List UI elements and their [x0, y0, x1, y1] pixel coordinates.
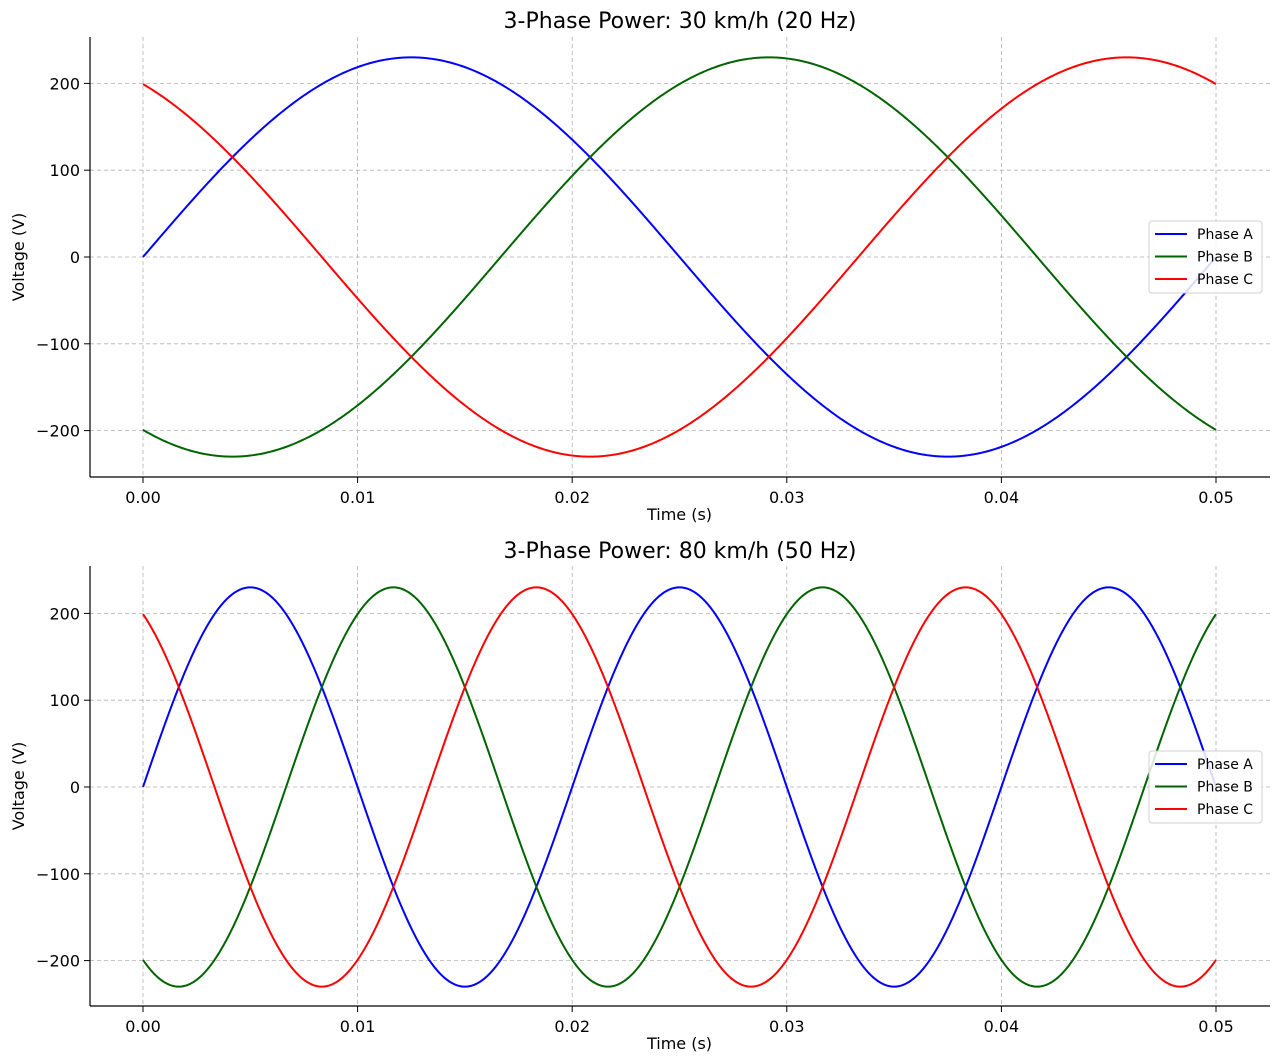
y-axis-label: Voltage (V) [9, 213, 28, 302]
x-axis-label: Time (s) [646, 1034, 712, 1053]
legend-label: Phase A [1197, 227, 1253, 243]
chart-2: 0.00 0.01 0.02 0.03 0.04 0.05 −200 −100 0 100 200 T… [9, 539, 1270, 1053]
series-line-phase-c [142, 56, 1217, 458]
x-tick-label: 0.04 [984, 488, 1020, 507]
x-tick-label: 0.01 [340, 488, 376, 507]
y-tick-label: 0 [70, 248, 80, 267]
y-tick-label: 0 [70, 778, 80, 797]
chart-1: 0.00 0.01 0.02 0.03 0.04 0.05 −200 −100 0 100 200 T… [9, 9, 1270, 524]
legend: Phase A Phase B Phase C [1148, 220, 1263, 294]
x-tick-label: 0.03 [769, 488, 805, 507]
chart-title: 3-Phase Power: 80 km/h (50 Hz) [504, 539, 857, 564]
legend-box [1148, 220, 1263, 294]
y-tick-label: 100 [49, 161, 80, 180]
x-tick-label: 0.01 [340, 1017, 376, 1036]
y-tick-label: 200 [49, 74, 80, 93]
y-tick-label: −100 [36, 865, 80, 884]
x-tick-label: 0.04 [984, 1017, 1020, 1036]
x-tick-label: 0.00 [125, 488, 161, 507]
chart-title: 3-Phase Power: 30 km/h (20 Hz) [504, 9, 857, 34]
x-axis-label: Time (s) [646, 505, 712, 524]
series-line-phase-a [142, 56, 1217, 458]
y-tick-label: 100 [49, 691, 80, 710]
x-tick-label: 0.02 [554, 1017, 590, 1036]
x-tick-label: 0.02 [554, 488, 590, 507]
series-line-phase-b [142, 56, 1217, 458]
x-tick-label: 0.05 [1198, 488, 1234, 507]
y-axis-label: Voltage (V) [9, 742, 28, 831]
legend-label: Phase B [1197, 250, 1253, 266]
y-tick-label: −100 [36, 335, 80, 354]
legend: Phase A Phase B Phase C [1148, 750, 1263, 824]
x-tick-label: 0.03 [769, 1017, 805, 1036]
legend-box [1148, 750, 1263, 824]
legend-label: Phase C [1197, 802, 1253, 818]
legend-label: Phase A [1197, 757, 1253, 773]
y-tick-label: −200 [36, 422, 80, 441]
y-tick-label: −200 [36, 952, 80, 971]
series-line-phase-c [142, 586, 1217, 988]
y-tick-label: 200 [49, 604, 80, 623]
x-tick-label: 0.00 [125, 1017, 161, 1036]
legend-label: Phase B [1197, 780, 1253, 796]
x-tick-label: 0.05 [1198, 1017, 1234, 1036]
legend-label: Phase C [1197, 272, 1253, 288]
